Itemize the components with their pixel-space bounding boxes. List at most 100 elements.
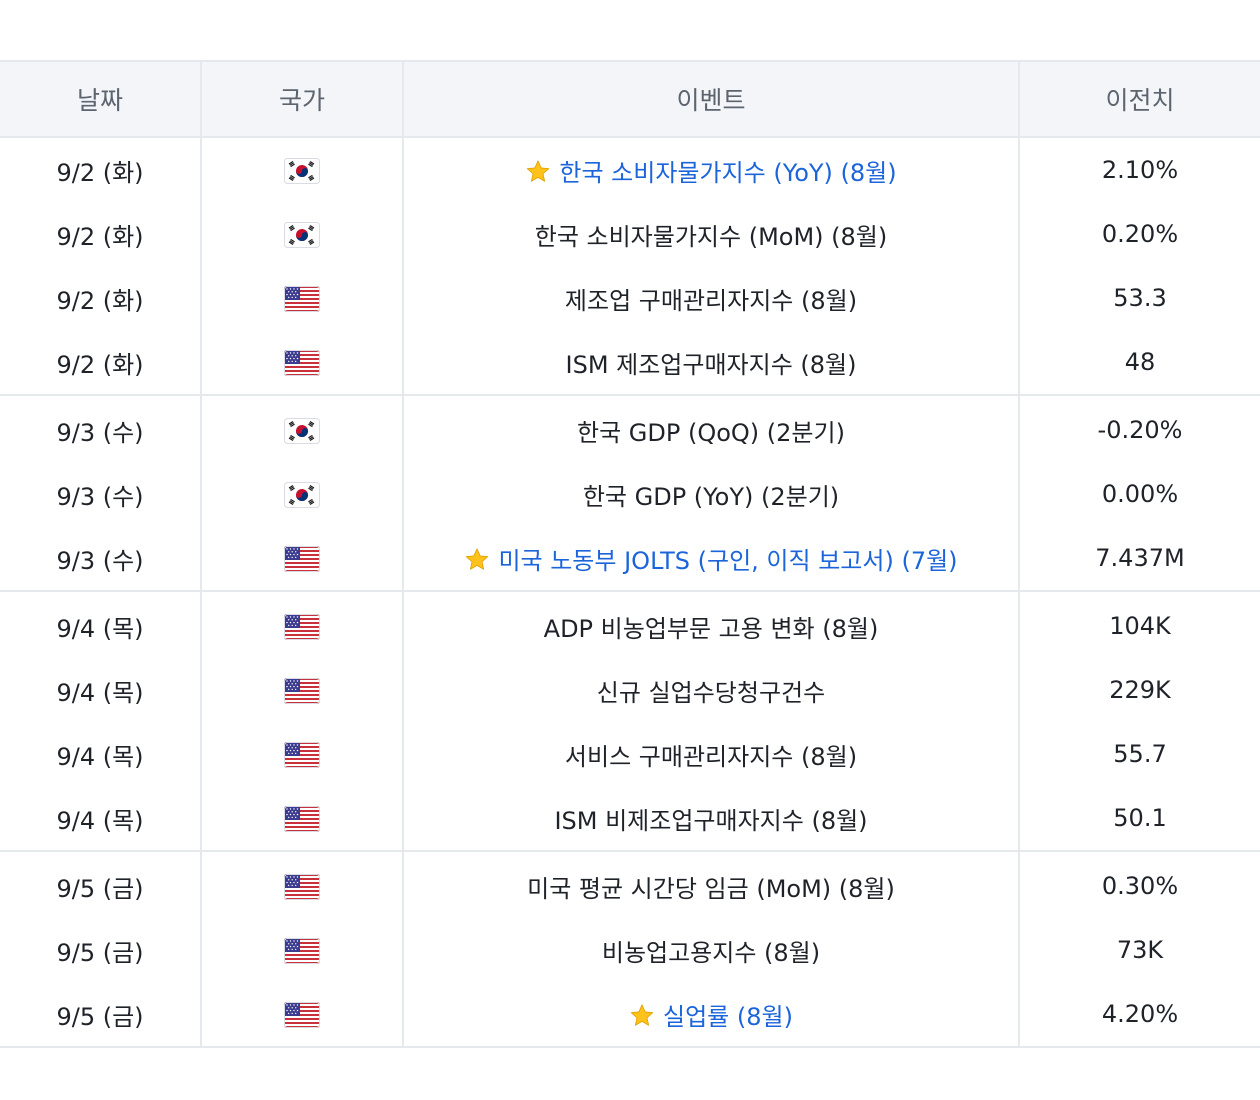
date-cell: 9/5 (금) bbox=[0, 851, 202, 918]
event-name: 미국 노동부 JOLTS (구인, 이직 보고서) (7월) bbox=[498, 546, 958, 575]
table-header-row: 날짜 국가 이벤트 이전치 bbox=[0, 60, 1260, 138]
us-flag-icon bbox=[284, 286, 320, 312]
table-row[interactable]: 9/4 (목) 신규 실업수당청구건수 229K bbox=[0, 658, 1260, 722]
us-flag-icon bbox=[284, 350, 320, 376]
date-cell: 9/2 (화) bbox=[0, 137, 202, 202]
previous-value-cell: 229K bbox=[1109, 676, 1171, 704]
table-row[interactable]: 9/2 (화) 한국 소비자물가지수 (YoY) (8월) 2.10% bbox=[0, 137, 1260, 202]
us-flag-icon bbox=[284, 678, 320, 704]
country-cell bbox=[201, 330, 404, 396]
us-flag-icon bbox=[284, 874, 320, 900]
event-cell: 서비스 구매관리자지수 (8월) bbox=[403, 722, 1020, 786]
date-cell: 9/2 (화) bbox=[0, 266, 202, 330]
country-cell bbox=[201, 462, 404, 526]
event-name: 비농업고용지수 (8월) bbox=[601, 938, 821, 967]
event-name: 제조업 구매관리자지수 (8월) bbox=[564, 286, 858, 315]
previous-value-cell: 0.00% bbox=[1101, 480, 1179, 508]
header-date: 날짜 bbox=[0, 60, 202, 138]
table-row[interactable]: 9/3 (수) 한국 GDP (YoY) (2분기) 0.00% bbox=[0, 462, 1260, 526]
country-cell bbox=[201, 918, 404, 982]
date-cell: 9/4 (목) bbox=[0, 591, 202, 658]
table-row[interactable]: 9/5 (금) 실업률 (8월) 4.20% bbox=[0, 982, 1260, 1048]
star-icon bbox=[629, 1003, 655, 1029]
previous-value-cell: 55.7 bbox=[1113, 740, 1167, 768]
country-cell bbox=[201, 137, 404, 202]
us-flag-icon bbox=[284, 614, 320, 640]
event-cell: ISM 비제조업구매자지수 (8월) bbox=[403, 786, 1020, 852]
table-row[interactable]: 9/2 (화) 한국 소비자물가지수 (MoM) (8월) 0.20% bbox=[0, 202, 1260, 266]
event-cell: 한국 소비자물가지수 (MoM) (8월) bbox=[403, 202, 1020, 266]
table-row[interactable]: 9/3 (수) 미국 노동부 JOLTS (구인, 이직 보고서) (7월) 7.… bbox=[0, 526, 1260, 592]
country-cell bbox=[201, 786, 404, 852]
event-cell: 한국 GDP (YoY) (2분기) bbox=[403, 462, 1020, 526]
country-cell bbox=[201, 266, 404, 330]
us-flag-icon bbox=[284, 938, 320, 964]
header-country: 국가 bbox=[201, 60, 404, 138]
event-name: 실업률 (8월) bbox=[663, 1002, 793, 1031]
table-row[interactable]: 9/5 (금) 미국 평균 시간당 임금 (MoM) (8월) 0.30% bbox=[0, 851, 1260, 918]
kr-flag-icon bbox=[284, 158, 320, 184]
event-name: 한국 소비자물가지수 (YoY) (8월) bbox=[559, 158, 897, 187]
event-cell: 한국 소비자물가지수 (YoY) (8월) bbox=[403, 137, 1020, 202]
event-cell: ADP 비농업부문 고용 변화 (8월) bbox=[403, 591, 1020, 658]
table-row[interactable]: 9/2 (화) 제조업 구매관리자지수 (8월) 53.3 bbox=[0, 266, 1260, 330]
date-cell: 9/4 (목) bbox=[0, 658, 202, 722]
kr-flag-icon bbox=[284, 482, 320, 508]
star-icon bbox=[525, 159, 551, 185]
previous-value-cell: 2.10% bbox=[1101, 156, 1179, 184]
previous-value-cell: 0.20% bbox=[1101, 220, 1179, 248]
event-cell: 미국 노동부 JOLTS (구인, 이직 보고서) (7월) bbox=[403, 526, 1020, 592]
country-cell bbox=[201, 591, 404, 658]
star-icon bbox=[464, 547, 490, 573]
table-body: 9/2 (화) 한국 소비자물가지수 (YoY) (8월) 2.10% 9/2 (화… bbox=[0, 137, 1260, 1048]
events-table: 날짜 국가 이벤트 이전치 9/2 (화) 한국 소비자물가지수 (YoY) (… bbox=[0, 60, 1260, 1048]
date-cell: 9/3 (수) bbox=[0, 462, 202, 526]
kr-flag-icon bbox=[284, 418, 320, 444]
date-cell: 9/5 (금) bbox=[0, 982, 202, 1048]
us-flag-icon bbox=[284, 806, 320, 832]
event-cell: 비농업고용지수 (8월) bbox=[403, 918, 1020, 982]
table-row[interactable]: 9/4 (목) ISM 비제조업구매자지수 (8월) 50.1 bbox=[0, 786, 1260, 852]
event-name: 한국 GDP (QoQ) (2분기) bbox=[577, 418, 845, 447]
event-cell: 제조업 구매관리자지수 (8월) bbox=[403, 266, 1020, 330]
date-cell: 9/3 (수) bbox=[0, 526, 202, 592]
previous-value-cell: 73K bbox=[1116, 936, 1164, 964]
country-cell bbox=[201, 982, 404, 1048]
event-cell: ISM 제조업구매자지수 (8월) bbox=[403, 330, 1020, 396]
previous-value-cell: 104K bbox=[1109, 612, 1171, 640]
event-cell: 실업률 (8월) bbox=[403, 982, 1020, 1048]
table-row[interactable]: 9/2 (화) ISM 제조업구매자지수 (8월) 48 bbox=[0, 330, 1260, 396]
date-cell: 9/2 (화) bbox=[0, 202, 202, 266]
event-cell: 신규 실업수당청구건수 bbox=[403, 658, 1020, 722]
previous-value-cell: 50.1 bbox=[1019, 786, 1260, 852]
date-cell: 9/2 (화) bbox=[0, 330, 202, 396]
event-name: ADP 비농업부문 고용 변화 (8월) bbox=[543, 614, 879, 643]
kr-flag-icon bbox=[284, 222, 320, 248]
event-name: ISM 비제조업구매자지수 (8월) bbox=[554, 806, 868, 835]
previous-value-cell: 4.20% bbox=[1019, 982, 1260, 1048]
country-cell bbox=[201, 851, 404, 918]
previous-value-cell: 48 bbox=[1019, 330, 1260, 396]
previous-value-cell: -0.20% bbox=[1097, 416, 1183, 444]
table-row[interactable]: 9/3 (수) 한국 GDP (QoQ) (2분기) -0.20% bbox=[0, 395, 1260, 462]
table-row[interactable]: 9/4 (목) ADP 비농업부문 고용 변화 (8월) 104K bbox=[0, 591, 1260, 658]
us-flag-icon bbox=[284, 1002, 320, 1028]
event-name: 한국 GDP (YoY) (2분기) bbox=[582, 482, 840, 511]
event-name: ISM 제조업구매자지수 (8월) bbox=[565, 350, 857, 379]
event-name: 신규 실업수당청구건수 bbox=[596, 678, 826, 707]
country-cell bbox=[201, 658, 404, 722]
previous-value-cell: 7.437M bbox=[1019, 526, 1260, 592]
event-name: 미국 평균 시간당 임금 (MoM) (8월) bbox=[527, 874, 895, 903]
header-previous: 이전치 bbox=[1019, 60, 1260, 138]
date-cell: 9/3 (수) bbox=[0, 395, 202, 462]
event-name: 한국 소비자물가지수 (MoM) (8월) bbox=[534, 222, 888, 251]
country-cell bbox=[201, 722, 404, 786]
table-row[interactable]: 9/4 (목) 서비스 구매관리자지수 (8월) 55.7 bbox=[0, 722, 1260, 786]
event-name: 서비스 구매관리자지수 (8월) bbox=[564, 742, 858, 771]
date-cell: 9/5 (금) bbox=[0, 918, 202, 982]
country-cell bbox=[201, 202, 404, 266]
header-event: 이벤트 bbox=[403, 60, 1020, 138]
table-row[interactable]: 9/5 (금) 비농업고용지수 (8월) 73K bbox=[0, 918, 1260, 982]
previous-value-cell: 53.3 bbox=[1113, 284, 1167, 312]
date-cell: 9/4 (목) bbox=[0, 722, 202, 786]
